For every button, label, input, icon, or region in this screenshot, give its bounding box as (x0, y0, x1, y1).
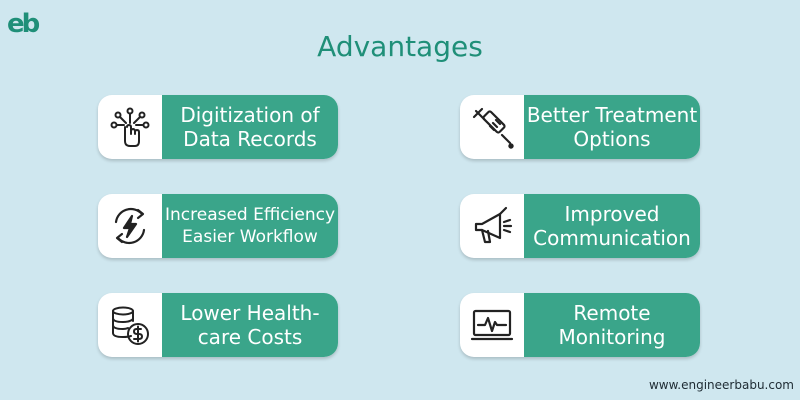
syringe-icon (468, 103, 516, 151)
card-label: Better Treatment Options (524, 95, 700, 159)
card-treatment: Better Treatment Options (460, 95, 700, 159)
card-communication: Improved Communication (460, 194, 700, 258)
energy-cycle-icon (106, 202, 154, 250)
card-label: Increased Efficiency Easier Workflow (162, 194, 338, 258)
card-costs: Lower Health- care Costs (98, 293, 338, 357)
card-label: Digitization of Data Records (162, 95, 338, 159)
megaphone-icon (468, 202, 516, 250)
card-monitoring: Remote Monitoring (460, 293, 700, 357)
monitor-pulse-icon (468, 301, 516, 349)
digital-hand-icon (106, 103, 154, 151)
card-efficiency: Increased Efficiency Easier Workflow (98, 194, 338, 258)
card-digitization: Digitization of Data Records (98, 95, 338, 159)
coins-dollar-icon (106, 301, 154, 349)
website-url: www.engineerbabu.com (648, 378, 794, 392)
card-label: Remote Monitoring (524, 293, 700, 357)
card-label: Lower Health- care Costs (162, 293, 338, 357)
card-label: Improved Communication (524, 194, 700, 258)
brand-logo: eb (7, 9, 40, 39)
page-title: Advantages (317, 30, 483, 63)
